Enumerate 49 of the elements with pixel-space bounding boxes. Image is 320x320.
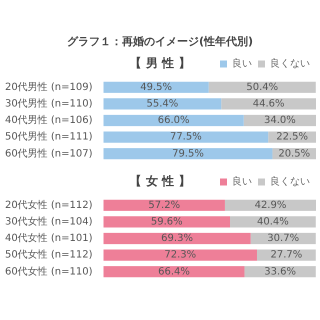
bar xyxy=(104,132,268,143)
data-label: 27.7% xyxy=(270,250,302,261)
legend-label: 良い xyxy=(232,58,252,70)
data-label: 22.5% xyxy=(276,132,308,143)
y-tick-label: 20代女性 (n=112) xyxy=(4,198,93,211)
data-label: 59.6% xyxy=(150,216,183,228)
data-label: 69.3% xyxy=(161,233,193,244)
data-label: 77.5% xyxy=(170,132,202,143)
y-tick-label: 50代男性 (n=111) xyxy=(4,130,93,143)
data-label: 79.5% xyxy=(172,148,204,160)
bar xyxy=(208,82,316,93)
chart-subtitle: 【 女 性 】 xyxy=(130,174,190,188)
data-label: 50.4% xyxy=(246,82,278,93)
legend-label: 良くない xyxy=(270,58,310,70)
y-tick-label: 30代女性 (n=104) xyxy=(4,215,93,228)
data-label: 49.5% xyxy=(140,82,172,93)
data-label: 57.2% xyxy=(148,200,180,211)
data-label: 33.6% xyxy=(264,266,296,278)
bar xyxy=(104,200,225,211)
bar xyxy=(104,82,209,93)
bar xyxy=(104,266,244,278)
data-label: 55.4% xyxy=(146,98,178,110)
legend-label: 良い xyxy=(232,176,252,188)
legend-label: 良くない xyxy=(270,176,310,188)
chart-title: グラフ１：再婚のイメージ(性年代別) xyxy=(66,34,254,49)
data-label: 40.4% xyxy=(257,216,289,228)
y-tick-label: 40代女性 (n=101) xyxy=(4,232,93,244)
data-label: 44.6% xyxy=(252,98,285,110)
data-label: 42.9% xyxy=(254,200,286,211)
y-tick-label: 20代男性 (n=109) xyxy=(4,80,93,93)
bar xyxy=(224,200,316,211)
y-tick-label: 60代女性 (n=110) xyxy=(4,265,93,278)
chart-subtitle: 【 男 性 】 xyxy=(130,56,190,70)
bar xyxy=(104,216,230,228)
data-label: 34.0% xyxy=(264,115,296,126)
data-label: 66.0% xyxy=(158,115,190,126)
y-tick-label: 40代男性 (n=106) xyxy=(4,114,93,126)
bar xyxy=(104,232,251,244)
bar xyxy=(104,114,244,126)
y-tick-label: 50代女性 (n=112) xyxy=(4,248,93,261)
bar xyxy=(104,148,272,160)
y-tick-label: 60代男性 (n=107) xyxy=(4,147,93,160)
y-tick-label: 30代男性 (n=110) xyxy=(4,97,93,110)
data-label: 66.4% xyxy=(158,266,190,278)
data-label: 30.7% xyxy=(267,233,300,244)
data-label: 72.3% xyxy=(164,250,196,261)
data-label: 20.5% xyxy=(278,148,310,160)
bar xyxy=(104,98,222,110)
bar xyxy=(104,250,257,261)
